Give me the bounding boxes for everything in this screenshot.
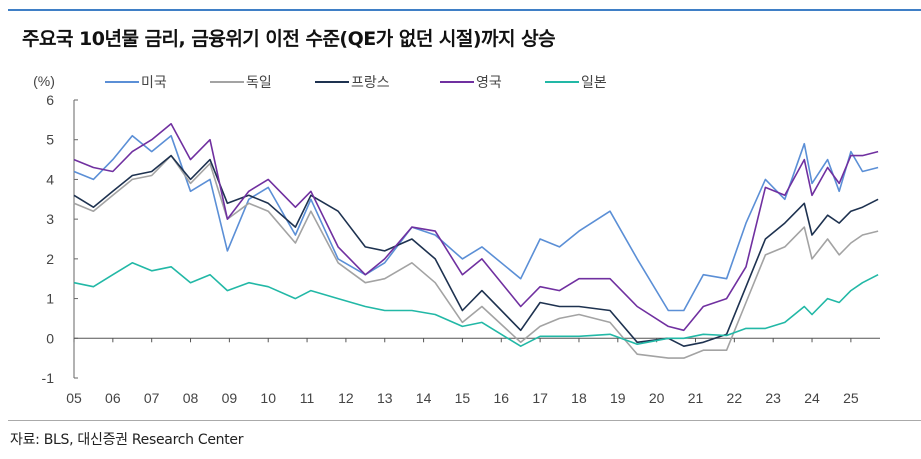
y-tick-label: 5 (46, 132, 54, 148)
legend-label: 독일 (246, 74, 272, 90)
y-tick-label: 3 (46, 211, 54, 227)
y-tick-label: 1 (46, 291, 54, 307)
x-tick-label: 21 (688, 390, 704, 406)
legend-label: 미국 (141, 74, 167, 90)
x-tick-label: 20 (649, 390, 665, 406)
x-tick-label: 06 (105, 390, 121, 406)
x-tick-label: 13 (377, 390, 393, 406)
x-tick-label: 25 (843, 390, 859, 406)
x-tick-label: 22 (727, 390, 743, 406)
y-tick-label: -1 (42, 370, 55, 386)
y-axis-unit: (%) (33, 73, 55, 89)
x-tick-label: 09 (222, 390, 238, 406)
series-line-0 (73, 134, 879, 312)
legend-label: 영국 (476, 74, 502, 90)
x-tick-label: 18 (571, 390, 587, 406)
x-tick-label: 12 (338, 390, 354, 406)
x-tick-label: 15 (455, 390, 471, 406)
header-rule (8, 9, 921, 11)
x-tick-label: 19 (610, 390, 626, 406)
x-tick-label: 05 (66, 390, 82, 406)
x-tick-label: 08 (183, 390, 199, 406)
y-tick-label: 2 (46, 251, 54, 267)
x-tick-label: 10 (260, 390, 276, 406)
y-tick-label: 6 (46, 92, 54, 108)
series-line-2 (73, 154, 879, 348)
series-lines (73, 123, 879, 359)
page-title: 주요국 10년물 금리, 금융위기 이전 수준(QE가 없던 시절)까지 상승 (22, 28, 556, 50)
series-line-4 (73, 261, 879, 348)
y-tick-label: 0 (46, 330, 54, 346)
x-tick-label: 14 (416, 390, 432, 406)
x-tick-label: 23 (765, 390, 781, 406)
x-tick-label: 17 (532, 390, 548, 406)
y-tick-label: 4 (46, 171, 54, 187)
legend: 미국 독일 프랑스 영국 일본 (105, 74, 607, 90)
series-line-1 (73, 154, 879, 359)
x-tick-label: 16 (493, 390, 509, 406)
x-tick-label: 07 (144, 390, 160, 406)
source-rule (8, 420, 921, 421)
legend-label: 일본 (581, 74, 607, 90)
x-tick-label: 11 (300, 390, 315, 406)
x-tick-label: 24 (804, 390, 820, 406)
source-note: 자료: BLS, 대신증권 Research Center (10, 432, 244, 448)
legend-label: 프랑스 (351, 74, 390, 90)
series-line-3 (73, 123, 879, 332)
